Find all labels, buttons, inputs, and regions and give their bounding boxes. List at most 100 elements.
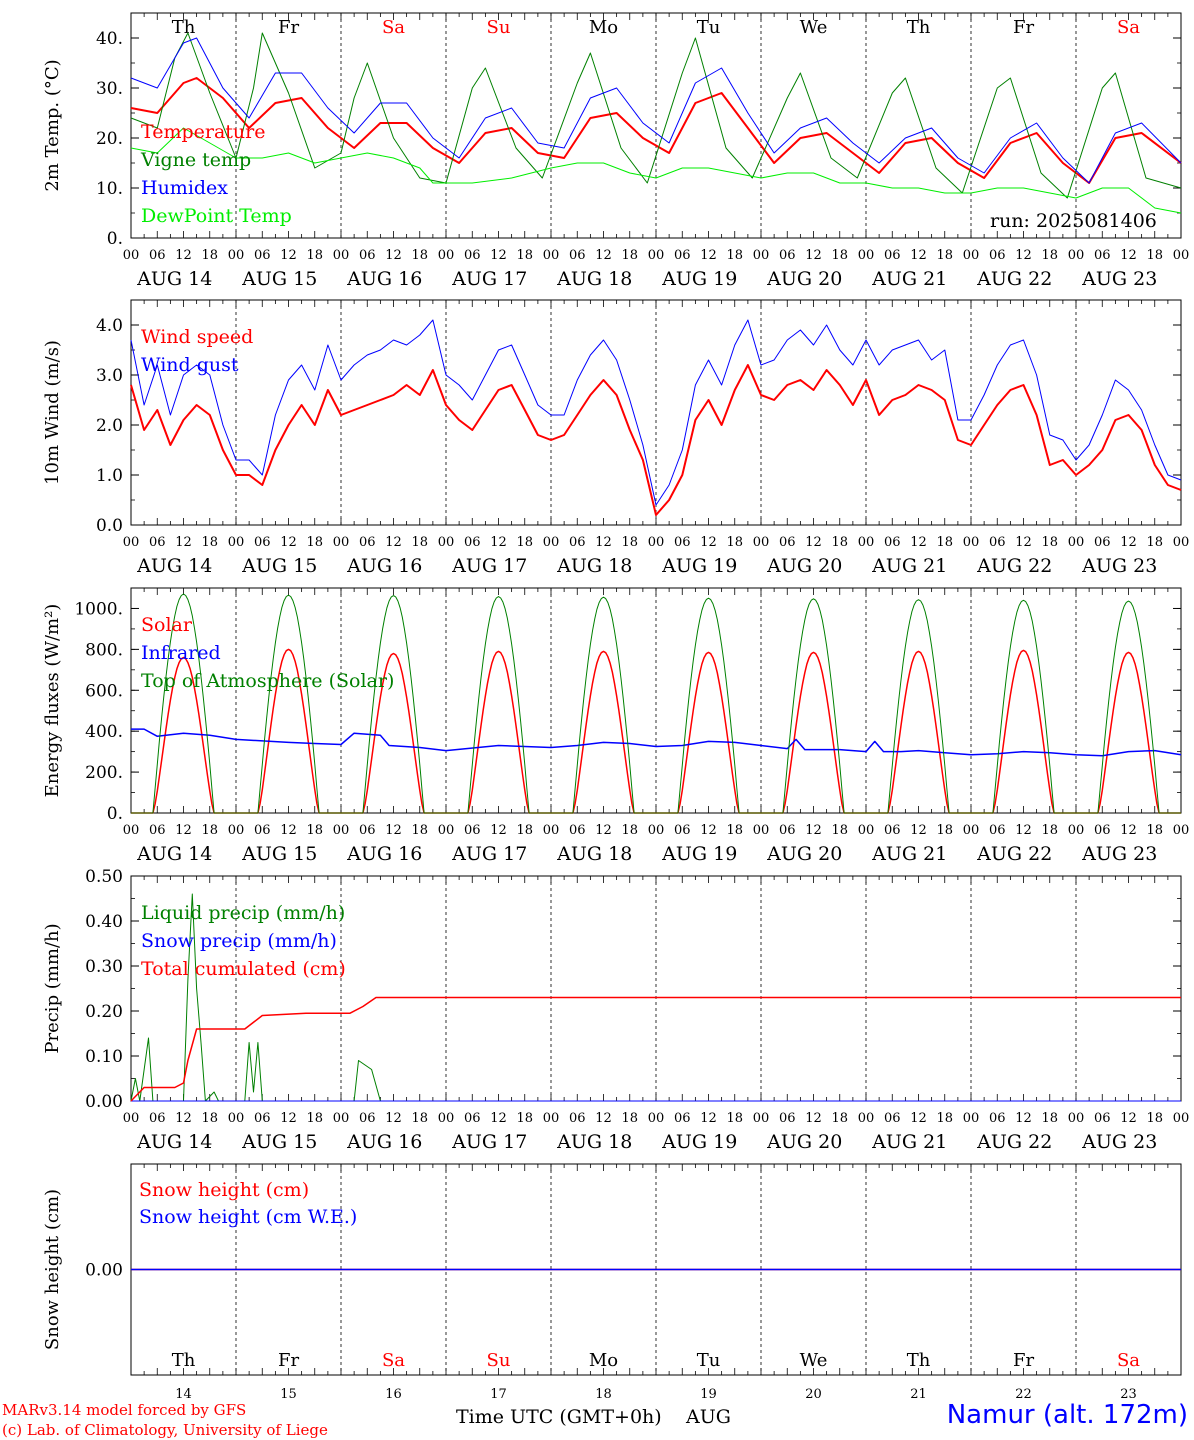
- x-hour-label: 06: [464, 1111, 481, 1126]
- x-date-label: AUG 17: [451, 1131, 527, 1153]
- x-hour-label: 00: [963, 535, 980, 550]
- x-hour-label: 00: [1068, 535, 1085, 550]
- x-date-label: AUG 17: [451, 268, 527, 290]
- x-hour-label: 12: [175, 823, 192, 838]
- x-date-label: AUG 22: [976, 268, 1052, 290]
- series-line-wind-speed: [130, 364, 1182, 516]
- x-date-label: AUG 19: [661, 1131, 737, 1153]
- x-hour-label: 06: [674, 1111, 691, 1126]
- x-hour-label: 06: [884, 1111, 901, 1126]
- x-hour-label: 06: [254, 248, 271, 263]
- legend-entry: Solar: [141, 614, 193, 636]
- x-hour-label: 18: [621, 1111, 638, 1126]
- x-hour-label: 00: [123, 248, 140, 263]
- day-label: Fr: [278, 1350, 299, 1371]
- x-hour-label: 06: [359, 248, 376, 263]
- series-line-total-cumulated-cm-: [130, 996, 1181, 1102]
- y-tick-label: 0.: [107, 229, 123, 249]
- x-hour-label: 00: [333, 823, 350, 838]
- legend-entry: Humidex: [141, 177, 228, 199]
- x-hour-label: 18: [306, 535, 323, 550]
- x-hour-label: 06: [464, 823, 481, 838]
- x-hour-label: 18: [1146, 248, 1163, 263]
- plot-frame: [130, 299, 1182, 526]
- x-hour-label: 00: [228, 1111, 245, 1126]
- x-hour-label: 18: [831, 1111, 848, 1126]
- x-hour-label: 00: [123, 823, 140, 838]
- y-axis-label: 2m Temp. (°C): [42, 59, 63, 191]
- x-date-label: AUG 19: [661, 555, 737, 577]
- x-hour-label: 12: [385, 1111, 402, 1126]
- x-hour-label: 00: [543, 248, 560, 263]
- x-hour-label: 06: [1094, 248, 1111, 263]
- x-hour-label: 12: [700, 1111, 717, 1126]
- x-hour-label: 06: [989, 248, 1006, 263]
- x-hour-label: 06: [464, 248, 481, 263]
- x-hour-label: 00: [1173, 1111, 1190, 1126]
- legend-entry: Vigne temp: [140, 149, 251, 171]
- day-label: Fr: [278, 17, 299, 38]
- y-tick-label: 200.: [85, 763, 123, 783]
- x-hour-label: 18: [1041, 823, 1058, 838]
- legend-entry: DewPoint Temp: [141, 205, 292, 227]
- x-hour-label: 18: [1146, 823, 1163, 838]
- x-date-label: AUG 14: [136, 555, 212, 577]
- day-label: Su: [487, 1350, 511, 1371]
- x-hour-label: 18: [1146, 535, 1163, 550]
- legend-entry: Snow precip (mm/h): [141, 930, 337, 952]
- x-date-label: AUG 21: [871, 268, 947, 290]
- x-hour-label: 12: [910, 1111, 927, 1126]
- x-axis-title: Time UTC (GMT+0h): [456, 1406, 662, 1428]
- x-hour-label: 12: [910, 535, 927, 550]
- y-tick-label: 0.30: [85, 957, 123, 977]
- x-hour-label: 12: [280, 535, 297, 550]
- x-hour-label: 12: [595, 248, 612, 263]
- day-label: Mo: [589, 1350, 618, 1371]
- x-hour-label: 12: [1015, 1111, 1032, 1126]
- x-hour-label: 00: [753, 1111, 770, 1126]
- x-hour-label: 12: [1015, 535, 1032, 550]
- legend-entry: Total cumulated (cm): [141, 958, 346, 980]
- day-label: We: [800, 17, 828, 38]
- y-axis-label: Precip (mm/h): [42, 923, 63, 1053]
- x-hour-label: 00: [333, 1111, 350, 1126]
- y-tick-label: 0.00: [85, 1261, 123, 1281]
- x-date-label: AUG 23: [1081, 843, 1157, 865]
- x-hour-label: 06: [674, 823, 691, 838]
- x-hour-label: 00: [438, 823, 455, 838]
- model-credit: MARv3.14 model forced by GFS: [2, 1401, 247, 1419]
- x-hour-label: 00: [963, 1111, 980, 1126]
- x-date-label: AUG 15: [241, 268, 317, 290]
- series-line-top-of-atmosphere-solar-: [131, 593, 1181, 814]
- x-hour-label: 00: [858, 535, 875, 550]
- y-tick-label: 0.40: [85, 912, 123, 932]
- x-hour-label: 18: [516, 823, 533, 838]
- day-number-label: 14: [175, 1387, 192, 1402]
- x-hour-label: 06: [884, 823, 901, 838]
- series-line-infrared: [131, 728, 1182, 757]
- x-hour-label: 18: [936, 823, 953, 838]
- x-hour-label: 18: [1041, 248, 1058, 263]
- x-date-label: AUG 22: [976, 843, 1052, 865]
- x-hour-label: 12: [175, 248, 192, 263]
- x-hour-label: 00: [753, 535, 770, 550]
- x-hour-label: 00: [1173, 823, 1190, 838]
- day-number-label: 21: [910, 1387, 927, 1402]
- x-date-label: AUG 16: [346, 268, 422, 290]
- x-hour-label: 00: [858, 248, 875, 263]
- x-hour-label: 06: [569, 823, 586, 838]
- y-tick-label: 0.50: [85, 867, 123, 887]
- x-date-label: AUG 15: [241, 555, 317, 577]
- x-hour-label: 12: [490, 1111, 507, 1126]
- day-label: Fr: [1013, 1350, 1034, 1371]
- day-label: Sa: [382, 17, 405, 38]
- panel-energy: 0. 200. 400. 600. 800. 1000. Energy fluxes (W/…: [42, 587, 1190, 865]
- x-hour-label: 18: [516, 535, 533, 550]
- x-hour-label: 06: [884, 535, 901, 550]
- x-date-label: AUG 20: [766, 843, 842, 865]
- plot-frame: [130, 587, 1182, 814]
- day-label: Tu: [697, 17, 721, 38]
- x-hour-label: 00: [1068, 1111, 1085, 1126]
- day-label: Th: [907, 17, 931, 38]
